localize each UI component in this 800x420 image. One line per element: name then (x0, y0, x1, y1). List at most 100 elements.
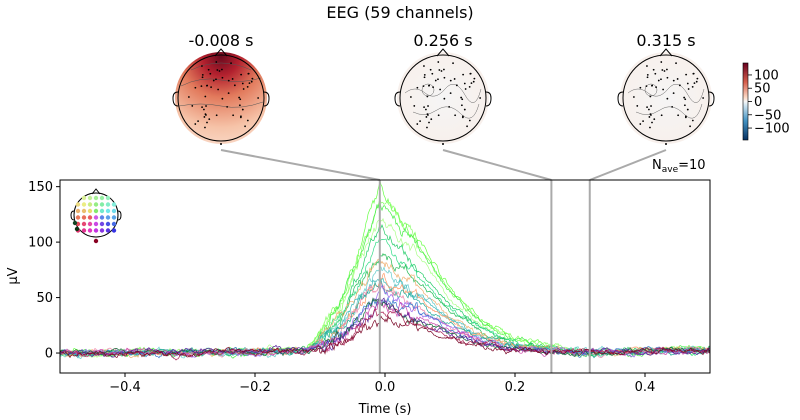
sensor-dot (233, 84, 236, 87)
inset-sensor-dot (111, 215, 117, 220)
sensor-dot (203, 116, 206, 118)
sensor-dot (675, 62, 677, 65)
sensor-dot (231, 78, 234, 80)
inset-sensor-dot (105, 195, 111, 201)
sensor-dot (671, 105, 674, 108)
sensor-dot (201, 76, 204, 79)
nave-label: Nave=10 (652, 158, 706, 175)
sensor-dot (423, 106, 425, 109)
sensor-dot (419, 120, 421, 123)
inset-sensor-dot (93, 208, 99, 214)
sensor-dot (677, 114, 680, 117)
sensor-dot (428, 121, 430, 124)
sensor-dot (203, 108, 205, 111)
sensor-dot (693, 82, 696, 84)
sensor-dot (460, 104, 463, 107)
head-outline (399, 54, 487, 142)
right-ear (485, 91, 492, 107)
x-axis-label: Time (s) (358, 402, 412, 417)
sensor-dot (685, 73, 688, 76)
sensor-dot (672, 92, 675, 94)
sensor-dot (425, 108, 427, 111)
colorbar-tick-label: 100 (754, 68, 779, 83)
sensor-dot (639, 123, 642, 125)
nose-icon (436, 48, 450, 57)
sensor-dot (206, 84, 209, 87)
channel-trace (60, 201, 710, 359)
channel-trace (60, 258, 710, 359)
sensor-dot (242, 88, 245, 90)
sensor-dot (650, 105, 652, 107)
sensor-dot (453, 78, 456, 80)
sensor-dot (632, 96, 635, 98)
channel-trace (60, 253, 710, 358)
sensor-dot (429, 68, 432, 71)
sensor-dot (205, 114, 207, 116)
sensor-dot (479, 97, 482, 99)
inset-sensor-dot (87, 195, 93, 201)
inset-sensor-dot (81, 208, 87, 214)
sensor-dot (201, 74, 204, 76)
sensor-dot (437, 78, 439, 81)
sensor-dot (636, 105, 639, 107)
sensor-dot (473, 77, 476, 80)
inset-sensor-dot (99, 208, 105, 214)
topomap-connector (220, 149, 380, 181)
sensor-dot (454, 114, 457, 117)
sensor-dot (416, 86, 419, 89)
sensor-dot (468, 86, 471, 88)
inset-sensor-dot (93, 195, 99, 201)
sensor-dot (204, 95, 207, 98)
sensor-dot (696, 77, 699, 80)
sensor-dot (455, 84, 458, 87)
sensor-dot (686, 108, 689, 111)
topomap-0: -0.008 s (172, 31, 270, 145)
channel-trace (60, 238, 710, 357)
sensor-dot (648, 116, 651, 118)
sensor-dot (247, 72, 250, 75)
sensor-dot (248, 82, 251, 84)
sensor-dot (702, 97, 705, 99)
right-ear (708, 91, 715, 107)
inset-sensor-dot (111, 208, 117, 214)
sensor-dot (691, 86, 694, 88)
inset-sensor-dot (81, 202, 87, 207)
sensor-dot (430, 118, 433, 121)
channel-trace (60, 266, 710, 359)
y-tick-label: 0 (45, 347, 53, 362)
sensor-dot (650, 114, 652, 116)
sensor-dot (462, 115, 464, 118)
sensor-dot (646, 74, 649, 76)
inset-sensor-dot (99, 221, 105, 227)
left-ear (617, 91, 624, 107)
head-outline (622, 54, 710, 142)
sensor-dot (469, 72, 472, 75)
sensor-dot (241, 108, 244, 111)
sensor-dot (221, 68, 223, 71)
sensor-dot (427, 105, 429, 107)
topomap-time-label: 0.315 s (636, 31, 695, 50)
sensor-dot (226, 105, 229, 108)
colorbar-tick-label: 50 (754, 82, 771, 97)
channel-trace (60, 297, 710, 357)
channel-trace (60, 314, 710, 359)
sensor-dot (218, 70, 221, 72)
sensor-dot (191, 105, 194, 107)
sensor-dot (230, 62, 232, 65)
sensor-dot (207, 68, 210, 71)
topomap-time-label: 0.256 s (413, 31, 472, 50)
sensor-dot (642, 120, 644, 123)
sensor-dot (684, 98, 687, 101)
sensor-dot (639, 86, 642, 89)
sensor-dot (683, 104, 686, 107)
sensor-dot (250, 80, 253, 83)
topomap-2: 0.315 s (617, 31, 715, 145)
sensor-dot (423, 65, 425, 67)
inset-sensor-dot (87, 215, 93, 220)
inset-sensor-dot (93, 221, 99, 227)
inset-sensor-dot (81, 215, 87, 220)
sensor-dot (654, 72, 657, 75)
sensor-dot (646, 106, 648, 109)
sensor-dot (660, 78, 662, 81)
inset-sensor-dot (111, 228, 117, 233)
